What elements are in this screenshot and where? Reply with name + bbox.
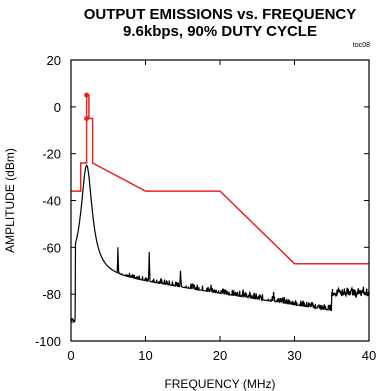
plot-frame: [70, 59, 370, 342]
x-tick-labels: 0 10 20 30 40: [67, 348, 376, 363]
x-tick-label: 30: [287, 348, 301, 363]
limit-series: [71, 92, 369, 265]
y-tick-label: -60: [42, 240, 61, 255]
y-axis-label: AMPLITUDE (dBm): [3, 148, 17, 253]
x-tick-label: 10: [138, 348, 152, 363]
y-tick-label: 20: [47, 53, 61, 68]
y-tick-label: -20: [42, 147, 61, 162]
limit-marker: [84, 116, 90, 122]
y-tick-labels: 20 0 -20 -40 -60 -80 -100: [35, 53, 61, 349]
limit-marker: [84, 92, 90, 98]
x-tick-label: 40: [362, 348, 376, 363]
noise-series: [70, 164, 370, 324]
axis-ticks: [70, 59, 370, 342]
limit-line: [71, 94, 369, 265]
x-tick-label: 20: [213, 348, 227, 363]
chart-title: OUTPUT EMISSIONS vs. FREQUENCY: [83, 6, 357, 23]
x-axis-label: FREQUENCY (MHz): [164, 377, 275, 391]
y-tick-label: 0: [54, 100, 61, 115]
chart-tag: toc08: [352, 42, 370, 49]
y-tick-label: -100: [35, 334, 61, 349]
y-tick-label: -80: [42, 287, 61, 302]
noise-trace: [70, 164, 370, 324]
chart-subtitle: 9.6kbps, 90% DUTY CYCLE: [123, 23, 317, 40]
x-tick-label: 0: [67, 348, 74, 363]
y-tick-label: -40: [42, 194, 61, 209]
